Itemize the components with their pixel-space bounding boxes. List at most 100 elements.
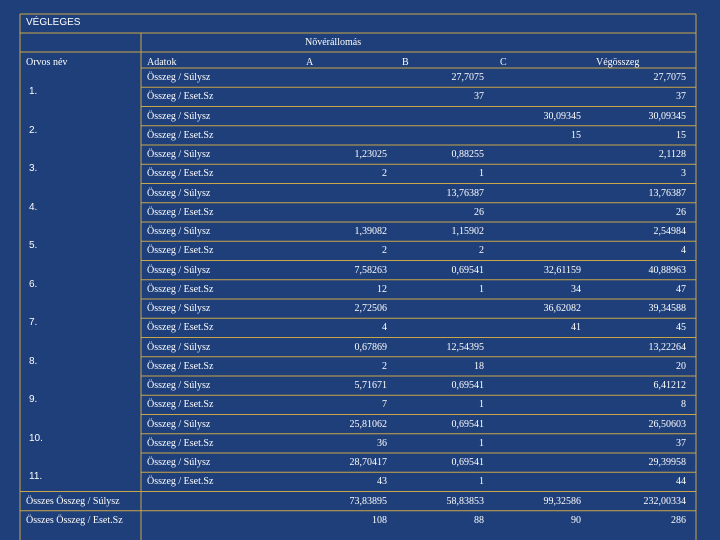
total-value: 90	[571, 514, 581, 526]
value-cell: 8	[681, 399, 686, 411]
header-a: A	[306, 57, 314, 68]
value-cell: 47	[676, 283, 686, 295]
value-cell: 26	[474, 206, 484, 218]
row-label-cases: Összeg / Eset.Sz	[147, 129, 214, 141]
value-cell: 12,54395	[446, 341, 485, 353]
value-cell: 3	[681, 168, 686, 180]
value-cell: 29,39958	[648, 457, 687, 468]
doctor-name: 7.	[29, 317, 38, 329]
value-cell: 43	[377, 476, 387, 488]
value-cell: 36,62082	[543, 303, 582, 314]
value-cell: 13,76387	[446, 187, 485, 199]
value-cell: 45	[676, 322, 686, 334]
value-cell: 41	[571, 322, 581, 334]
doctor-name: 1.	[29, 86, 38, 98]
value-cell: 2	[382, 245, 387, 257]
value-cell: 4	[382, 322, 387, 334]
value-cell: 1	[479, 283, 484, 295]
total-value: 73,83895	[349, 495, 388, 507]
value-cell: 0,88255	[451, 149, 485, 160]
doctor-name: 10.	[29, 432, 43, 444]
row-label-weight: Összeg / Súlysz	[147, 72, 211, 83]
value-cell: 37	[676, 91, 686, 103]
value-cell: 36	[377, 437, 387, 449]
doctor-name: 6.	[29, 278, 38, 290]
row-label-weight: Összeg / Súlysz	[147, 149, 211, 160]
value-cell: 27,7075	[451, 72, 485, 83]
row-label-cases: Összeg / Eset.Sz	[147, 437, 214, 449]
doctor-name: 5.	[29, 240, 38, 252]
value-cell: 39,34588	[648, 303, 687, 314]
value-cell: 7	[382, 399, 387, 411]
total-label: Összes Összeg / Eset.Sz	[26, 514, 123, 526]
header-total: Végösszeg	[596, 57, 640, 68]
doctor-name: 2.	[29, 124, 38, 136]
total-value: 99,32586	[543, 495, 582, 507]
value-cell: 37	[474, 91, 484, 103]
header-b: B	[402, 57, 409, 68]
header-data: Adatok	[147, 57, 177, 68]
value-cell: 32,61159	[543, 264, 581, 276]
value-cell: 1	[479, 476, 484, 488]
value-cell: 0,67869	[354, 341, 388, 353]
row-label-cases: Összeg / Eset.Sz	[147, 360, 214, 372]
value-cell: 0,69541	[451, 457, 485, 468]
row-label-weight: Összeg / Súlysz	[147, 110, 211, 122]
value-cell: 44	[676, 476, 686, 488]
row-label-weight: Összeg / Súlysz	[147, 457, 211, 468]
value-cell: 15	[571, 129, 581, 141]
value-cell: 20	[676, 360, 686, 372]
row-label-cases: Összeg / Eset.Sz	[147, 322, 214, 334]
value-cell: 0,69541	[451, 380, 485, 391]
value-cell: 1	[479, 399, 484, 411]
value-cell: 25,81062	[349, 418, 388, 430]
value-cell: 27,7075	[653, 72, 687, 83]
value-cell: 1,15902	[451, 226, 485, 237]
row-label-cases: Összeg / Eset.Sz	[147, 91, 214, 103]
row-label-cases: Összeg / Eset.Sz	[147, 476, 214, 488]
group-header: Nővérállomás	[305, 37, 362, 48]
total-value: 58,83853	[446, 495, 485, 507]
row-label-weight: Összeg / Súlysz	[147, 264, 211, 276]
value-cell: 26,50603	[648, 418, 687, 430]
value-cell: 1	[479, 168, 484, 180]
value-cell: 13,76387	[648, 187, 687, 199]
value-cell: 34	[571, 283, 581, 295]
header-doctor: Orvos név	[26, 57, 68, 68]
row-label-weight: Összeg / Súlysz	[147, 380, 211, 391]
doctor-name: 8.	[29, 355, 38, 367]
doctor-name: 11.	[29, 471, 43, 483]
row-label-weight: Összeg / Súlysz	[147, 226, 211, 237]
row-label-weight: Összeg / Súlysz	[147, 187, 211, 199]
value-cell: 1,23025	[354, 149, 388, 160]
total-value: 286	[671, 514, 686, 526]
row-label-cases: Összeg / Eset.Sz	[147, 206, 214, 218]
value-cell: 2,54984	[653, 226, 687, 237]
value-cell: 2	[382, 168, 387, 180]
value-cell: 1	[479, 437, 484, 449]
row-label-weight: Összeg / Súlysz	[147, 341, 211, 353]
value-cell: 26	[676, 206, 686, 218]
value-cell: 1,39082	[354, 226, 388, 237]
value-cell: 12	[377, 283, 387, 295]
total-value: 108	[372, 514, 387, 526]
value-cell: 0,69541	[451, 418, 485, 430]
row-label-weight: Összeg / Súlysz	[147, 303, 211, 314]
total-value: 88	[474, 514, 484, 526]
value-cell: 6,41212	[653, 380, 687, 391]
value-cell: 2	[479, 245, 484, 257]
row-label-cases: Összeg / Eset.Sz	[147, 245, 214, 257]
value-cell: 13,22264	[648, 341, 687, 353]
doctor-name: 4.	[29, 201, 38, 213]
row-label-cases: Összeg / Eset.Sz	[147, 168, 214, 180]
value-cell: 18	[474, 360, 484, 372]
value-cell: 7,58263	[354, 264, 388, 276]
sheet-title: VÉGLEGES	[26, 17, 81, 28]
doctor-name: 3.	[29, 163, 38, 175]
total-value: 232,00334	[643, 495, 687, 507]
value-cell: 4	[681, 245, 686, 257]
row-label-weight: Összeg / Súlysz	[147, 418, 211, 430]
value-cell: 30,09345	[648, 110, 687, 122]
value-cell: 37	[676, 437, 686, 449]
